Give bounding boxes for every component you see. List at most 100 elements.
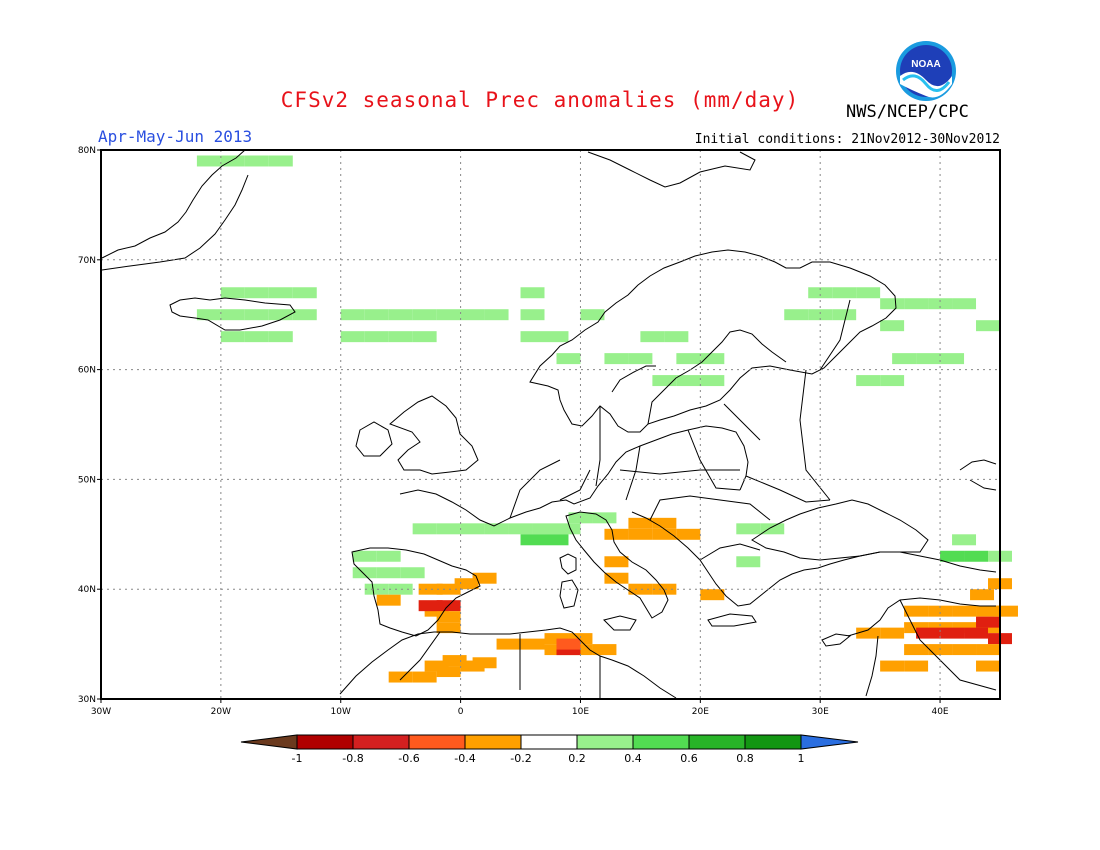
noaa-logo: NOAA [896, 41, 956, 101]
latitude-label: 40N [78, 585, 96, 595]
colorbar-label: -0.4 [454, 752, 475, 765]
anomaly-cell [340, 309, 365, 321]
anomaly-cell [832, 287, 857, 299]
anomaly-cell [892, 353, 917, 365]
longitude-label: 40E [931, 707, 948, 717]
anomaly-cell [652, 517, 677, 529]
anomaly-cell [352, 550, 377, 562]
colorbar-swatch [632, 734, 690, 750]
colorbar-swatch [408, 734, 466, 750]
anomaly-cell [244, 309, 269, 321]
anomaly-cell [376, 567, 401, 579]
colorbar-label: 0.8 [736, 752, 754, 765]
anomaly-cell [418, 600, 443, 612]
anomaly-cell [952, 298, 977, 310]
colorbar-label: 1 [798, 752, 805, 765]
anomaly-cell [556, 523, 581, 535]
colorbar-swatch [296, 734, 354, 750]
anomaly-cell [460, 523, 485, 535]
anomaly-cell [640, 331, 665, 343]
colorbar-arrow-low [240, 734, 298, 750]
anomaly-cell [292, 309, 317, 321]
anomaly-cell [412, 331, 437, 343]
colorbar-label: -1 [292, 752, 303, 765]
anomaly-cell [520, 331, 545, 343]
anomaly-cell [808, 287, 833, 299]
italy-coast [565, 511, 669, 619]
anomaly-cell [976, 644, 1000, 656]
anomaly-cell [700, 353, 725, 365]
anomaly-cell [556, 638, 581, 650]
anomaly-cell [940, 627, 965, 639]
anomaly-cell [970, 589, 995, 601]
iberia-coast [351, 547, 481, 637]
anomaly-cell [436, 622, 461, 634]
anomaly-cell [652, 375, 677, 387]
colorbar: -1 -0.8 -0.6 -0.4 -0.2 0.2 0.4 0.6 0.8 1 [240, 734, 859, 765]
anomaly-cell [520, 309, 545, 321]
anomaly-cell [700, 375, 725, 387]
anomaly-cell [292, 287, 317, 299]
anomaly-cell [412, 671, 437, 683]
anomaly-cell [916, 627, 941, 639]
anomaly-cell [388, 583, 413, 595]
anomaly-cell [664, 331, 689, 343]
anomaly-cell [604, 528, 629, 540]
colorbar-label: -0.8 [342, 752, 363, 765]
longitude-label: 10E [572, 707, 589, 717]
latitude-label: 50N [78, 475, 96, 485]
anomaly-cell [472, 657, 497, 669]
anomaly-cell [484, 309, 509, 321]
anomaly-cell [652, 583, 677, 595]
anomaly-cell [604, 556, 629, 568]
anomaly-cell [964, 550, 989, 562]
initial-conditions-label: Initial conditions: 21Nov2012-30Nov2012 [694, 132, 1000, 147]
anomaly-cell [856, 287, 881, 299]
latitude-label: 60N [78, 366, 96, 376]
anomaly-cell [556, 353, 581, 365]
anomaly-cell [676, 375, 701, 387]
anomaly-cell [244, 155, 269, 167]
graticule [101, 150, 1000, 699]
anomaly-cell [928, 605, 953, 617]
anomaly-cell [592, 644, 617, 656]
anomaly-cell [628, 583, 653, 595]
anomaly-cell [268, 331, 293, 343]
baltic-coast [611, 329, 787, 425]
levant-coast [847, 597, 996, 697]
anomaly-cell [808, 309, 833, 321]
caspian-coast [959, 459, 997, 491]
mediterranean-islands [559, 553, 852, 647]
map-title: CFSv2 seasonal Prec anomalies (mm/day) [280, 88, 800, 112]
anomaly-cell [196, 309, 221, 321]
anomaly-cell [604, 353, 629, 365]
anomaly-cell [904, 660, 929, 672]
map-frame [100, 149, 1001, 700]
anomaly-cell [268, 309, 293, 321]
anomaly-cell [976, 320, 1000, 332]
latitude-labels: 80N 70N 60N 50N 40N 30N [78, 146, 101, 705]
balkans-coast [631, 511, 997, 607]
colorbar-swatch [744, 734, 802, 750]
anomaly-cell [964, 627, 989, 639]
anomaly-cell [472, 572, 497, 584]
north-africa-coast [339, 627, 677, 699]
iceland-coast [169, 297, 296, 331]
anomaly-cell [760, 523, 785, 535]
anomaly-cell [412, 309, 437, 321]
anomaly-cell [976, 660, 1000, 672]
anomaly-cell [676, 353, 701, 365]
anomaly-cell [952, 605, 977, 617]
anomaly-cell [340, 331, 365, 343]
agency-label: NWS/NCEP/CPC [846, 102, 969, 122]
anomaly-cell [532, 523, 557, 535]
black-sea-coast [751, 499, 929, 561]
anomaly-cell [832, 309, 857, 321]
anomaly-cell [628, 528, 653, 540]
anomaly-cell [628, 353, 653, 365]
season-label: Apr-May-Jun 2013 [98, 127, 253, 146]
colorbar-label: -0.6 [398, 752, 419, 765]
anomaly-cell [412, 523, 437, 535]
logo-text: NOAA [911, 59, 940, 70]
